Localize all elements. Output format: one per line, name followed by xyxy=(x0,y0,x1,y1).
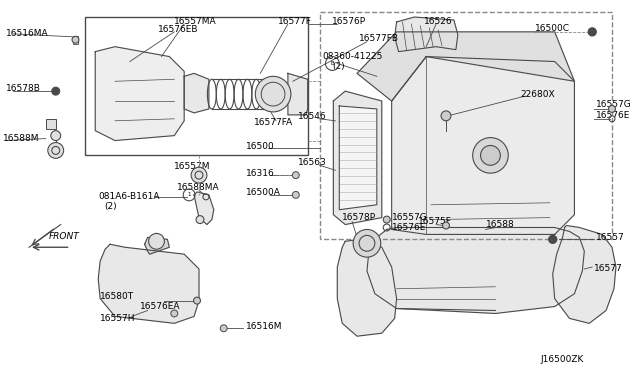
Polygon shape xyxy=(357,32,575,101)
Text: 16588M: 16588M xyxy=(3,134,40,143)
Text: J16500ZK: J16500ZK xyxy=(541,355,584,365)
Circle shape xyxy=(481,145,500,165)
Circle shape xyxy=(255,76,291,112)
Circle shape xyxy=(191,167,207,183)
Polygon shape xyxy=(194,192,214,225)
Text: 16580T: 16580T xyxy=(100,292,134,301)
Polygon shape xyxy=(288,73,308,115)
Circle shape xyxy=(442,222,449,229)
Text: 16588MA: 16588MA xyxy=(177,183,220,192)
Circle shape xyxy=(171,310,178,317)
Text: 16316: 16316 xyxy=(246,169,275,178)
Polygon shape xyxy=(98,244,199,323)
Circle shape xyxy=(383,216,390,223)
Circle shape xyxy=(148,233,164,249)
Polygon shape xyxy=(333,91,382,225)
Text: 08360-41225: 08360-41225 xyxy=(323,52,383,61)
Text: 081A6-B161A: 081A6-B161A xyxy=(98,192,160,201)
Text: 16577: 16577 xyxy=(594,264,623,273)
Text: 16578P: 16578P xyxy=(342,213,376,222)
Text: 16546: 16546 xyxy=(298,112,326,121)
Text: 16557G: 16557G xyxy=(596,100,632,109)
Text: 16500: 16500 xyxy=(246,142,275,151)
Text: 22680X: 22680X xyxy=(520,90,555,99)
Text: 16557: 16557 xyxy=(596,233,625,242)
Circle shape xyxy=(609,106,616,112)
Polygon shape xyxy=(553,225,616,323)
Text: 16577F: 16577F xyxy=(278,16,312,26)
Text: 16578B: 16578B xyxy=(6,84,41,93)
Polygon shape xyxy=(95,47,184,141)
Polygon shape xyxy=(392,57,575,234)
Text: (2): (2) xyxy=(332,62,345,71)
Text: 16576EA: 16576EA xyxy=(140,302,180,311)
Bar xyxy=(72,36,79,44)
Text: 16577FA: 16577FA xyxy=(254,118,294,127)
Bar xyxy=(46,119,56,129)
Text: 16500C: 16500C xyxy=(535,25,570,33)
Polygon shape xyxy=(339,106,377,210)
Text: 16576E: 16576E xyxy=(392,223,426,232)
Text: 16557H: 16557H xyxy=(100,314,136,323)
Text: 16557MA: 16557MA xyxy=(174,17,217,26)
Polygon shape xyxy=(184,73,209,113)
Circle shape xyxy=(51,131,61,141)
Circle shape xyxy=(548,235,557,243)
Polygon shape xyxy=(395,17,458,52)
Circle shape xyxy=(196,216,204,224)
Circle shape xyxy=(441,111,451,121)
Text: 16576E: 16576E xyxy=(596,111,630,121)
Text: 16557G: 16557G xyxy=(392,213,428,222)
Circle shape xyxy=(353,230,381,257)
Circle shape xyxy=(220,325,227,332)
Polygon shape xyxy=(367,228,584,314)
Circle shape xyxy=(588,28,596,36)
Text: 16575F: 16575F xyxy=(419,217,452,226)
Circle shape xyxy=(473,138,508,173)
Text: 16516M: 16516M xyxy=(246,322,283,331)
Text: 16500A: 16500A xyxy=(246,188,282,198)
Polygon shape xyxy=(337,239,397,336)
Circle shape xyxy=(48,142,63,158)
Text: 16526: 16526 xyxy=(424,16,453,26)
Circle shape xyxy=(193,297,200,304)
Bar xyxy=(85,17,308,155)
Text: (2): (2) xyxy=(104,202,116,211)
Text: 16588: 16588 xyxy=(486,220,515,229)
Bar xyxy=(319,12,612,239)
Text: 16577FB: 16577FB xyxy=(359,34,399,43)
Text: 1: 1 xyxy=(188,192,191,198)
Text: 16576P: 16576P xyxy=(332,16,367,26)
Text: 16557M: 16557M xyxy=(174,162,211,171)
Text: 16516MA: 16516MA xyxy=(6,29,49,38)
Circle shape xyxy=(292,171,300,179)
Text: FRONT: FRONT xyxy=(49,232,79,241)
Text: 16563: 16563 xyxy=(298,158,326,167)
Text: 16576EB: 16576EB xyxy=(157,25,198,34)
Text: B: B xyxy=(331,61,334,66)
Circle shape xyxy=(72,36,79,43)
Polygon shape xyxy=(145,237,170,254)
Circle shape xyxy=(52,87,60,95)
Circle shape xyxy=(292,192,300,198)
